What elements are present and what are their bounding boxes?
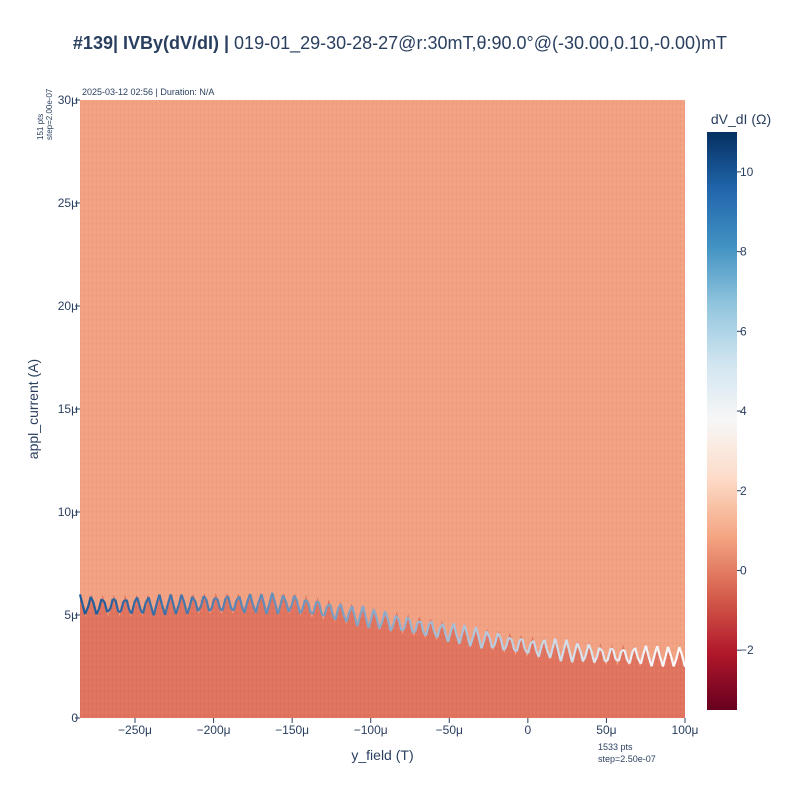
y-tick-label: 0 [71, 711, 78, 725]
colorbar-tick-label: 4 [740, 404, 747, 418]
colorbar-tick-label: 6 [740, 324, 747, 338]
y-tick-label: 15μ [58, 402, 78, 416]
plot-area [78, 100, 687, 718]
y-tick-label: 25μ [58, 196, 78, 210]
x-tick-label: −200μ [197, 723, 231, 737]
y-tick-label: 30μ [58, 93, 78, 107]
y-tick-label: 20μ [58, 299, 78, 313]
y-axis-label: appl_current (A) [25, 359, 41, 459]
timestamp-annotation: 2025-03-12 02:56 | Duration: N/A [82, 87, 215, 97]
colorbar-tick-label: 10 [740, 165, 754, 179]
x-points-annotation: 1533 pts step=2.50e-07 [598, 741, 656, 765]
x-axis: −250μ −200μ −150μ −100μ −50μ 0 50μ 100μ y_field … [118, 718, 699, 763]
colorbar-tick-label: 8 [740, 245, 747, 259]
x-points-count: 1533 pts [598, 742, 633, 752]
y-tick-label: 5μ [64, 608, 78, 622]
colorbar-tick-label: −2 [740, 643, 754, 657]
colorbar-title: dV_dI (Ω) [711, 111, 771, 127]
x-tick-label: 100μ [672, 723, 699, 737]
colorbar-tick-label: 0 [740, 563, 747, 577]
x-tick-label: 0 [525, 723, 532, 737]
x-tick-label: 50μ [596, 723, 616, 737]
colorbar-gradient [707, 132, 737, 710]
colorbar-tick-label: 2 [740, 484, 747, 498]
x-tick-label: −50μ [436, 723, 463, 737]
y-tick-label: 10μ [58, 505, 78, 519]
x-tick-label: −150μ [275, 723, 309, 737]
x-tick-label: −250μ [118, 723, 152, 737]
x-tick-label: −100μ [354, 723, 388, 737]
title-rest: 019-01_29-30-28-27@r:30mT,θ:90.0°@(-30.0… [229, 33, 728, 53]
x-points-step: step=2.50e-07 [598, 754, 656, 764]
title-bold: #139| IVBy(dV/dI) | [72, 33, 230, 53]
y-axis: 0 5μ 10μ 15μ 20μ 25μ 30μ appl_current (A) [25, 93, 80, 725]
chart-title: #139| IVBy(dV/dI) | 019-01_29-30-28-27@r… [0, 33, 800, 54]
noise-texture [80, 100, 685, 718]
colorbar: dV_dI (Ω) −2 0 2 4 6 8 10 [707, 111, 771, 710]
x-axis-label: y_field (T) [351, 747, 413, 763]
